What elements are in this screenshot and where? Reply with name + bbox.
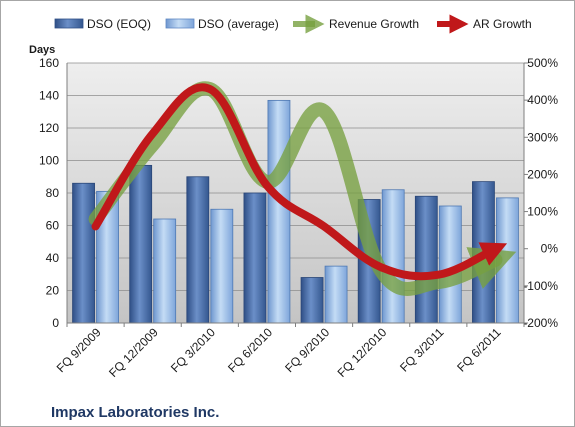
legend: DSO (EOQ) DSO (average) Revenue Growth A… <box>54 14 532 34</box>
y2-tick-label: 500% <box>527 56 558 70</box>
growth-lines <box>88 81 517 296</box>
y-tick-label: 20 <box>46 284 60 298</box>
bar-dso-average <box>324 265 348 324</box>
y2-tick-label: 300% <box>527 130 558 144</box>
y-axis-title: Days <box>29 44 55 56</box>
y2-tick-label: -200% <box>523 316 558 330</box>
x-tick-label: FQ 3/2010 <box>168 325 218 375</box>
y-tick-label: 160 <box>39 56 59 70</box>
x-tick-label: FQ 9/2010 <box>282 325 332 375</box>
x-tick-label: FQ 9/2009 <box>54 325 104 375</box>
legend-label-dso-eoq: DSO (EOQ) <box>87 17 151 31</box>
y-tick-label: 100 <box>39 154 59 168</box>
y-tick-label: 120 <box>39 121 59 135</box>
y2-tick-label: 100% <box>527 205 558 219</box>
line-revenue-growth <box>88 81 517 296</box>
bar-dso-average <box>210 208 234 324</box>
x-tick-label: FQ 6/2011 <box>454 325 504 375</box>
y2-tick-label: 200% <box>527 167 558 181</box>
legend-label-dso-average: DSO (average) <box>198 17 279 31</box>
y-tick-label: 0 <box>52 316 59 330</box>
bar-dso-eoq <box>72 182 95 324</box>
bar-dso-eoq <box>243 192 267 324</box>
x-tick-label: FQ 12/2009 <box>106 325 161 380</box>
y2-tick-label: 400% <box>527 93 558 107</box>
x-tick-label: FQ 12/2010 <box>335 325 390 380</box>
y2-tick-label: 0% <box>541 242 559 256</box>
legend-label-ar-growth: AR Growth <box>473 17 532 31</box>
legend-swatch-dso-average <box>165 18 195 29</box>
y2-tick-label: -100% <box>523 279 558 293</box>
y-tick-label: 40 <box>46 251 60 265</box>
y-tick-label: 80 <box>46 186 60 200</box>
line-ar-growth <box>91 83 508 281</box>
bar-dso-eoq <box>129 164 153 324</box>
bar-dso-average <box>267 99 291 324</box>
bar-dso-eoq <box>186 176 210 324</box>
x-tick-label: FQ 3/2011 <box>397 325 447 375</box>
bar-dso-average <box>381 189 405 324</box>
bar-dso-eoq <box>414 195 438 324</box>
y-tick-label: 60 <box>46 219 60 233</box>
x-tick-label: FQ 6/2010 <box>225 325 275 375</box>
bar-dso-average <box>153 218 177 324</box>
legend-label-revenue-growth: Revenue Growth <box>329 17 419 31</box>
company-name: Impax Laboratories Inc. <box>51 404 219 421</box>
legend-swatch-dso-eoq <box>54 18 84 29</box>
y-tick-label: 140 <box>39 89 59 103</box>
bar-dso-eoq <box>300 277 324 324</box>
